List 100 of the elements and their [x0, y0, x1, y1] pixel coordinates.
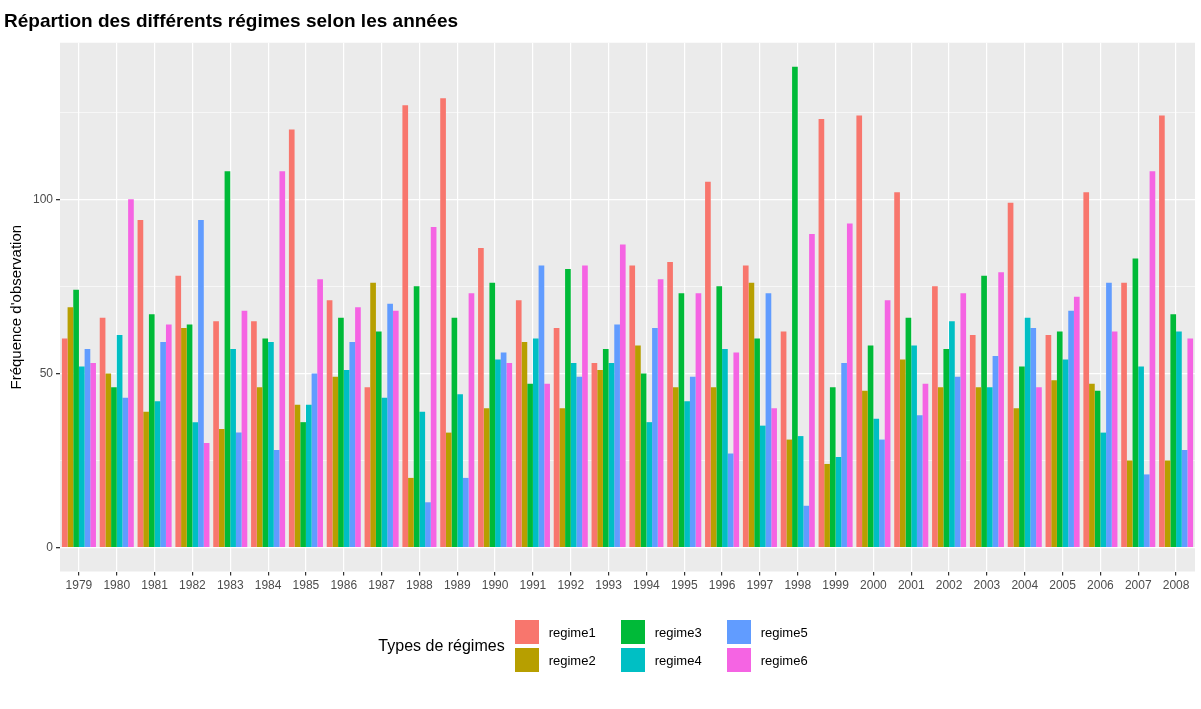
x-tick-label: 1984 [254, 578, 282, 593]
bar [148, 314, 155, 547]
bar [635, 345, 641, 547]
y-axis-title: Fréquence d'observation [7, 224, 25, 390]
bar [506, 362, 513, 547]
x-tick-label: 1981 [141, 578, 169, 593]
x-tick-label: 1980 [103, 578, 131, 593]
bar [862, 390, 868, 547]
bar [1138, 366, 1144, 547]
bar [317, 279, 323, 547]
bar [716, 286, 723, 547]
x-tick-label: 1989 [443, 578, 471, 593]
chart-title: Répartion des différents régimes selon les années [4, 9, 459, 31]
bar [375, 331, 382, 547]
x-tick-label: 1999 [822, 578, 850, 593]
x-tick-label: 2004 [1011, 578, 1039, 593]
bar [824, 463, 830, 547]
legend-label: regime5 [760, 624, 809, 640]
bar [1036, 387, 1042, 547]
bar [597, 369, 603, 547]
bar [705, 181, 711, 547]
bar [387, 303, 393, 547]
bar [262, 338, 269, 547]
bar [419, 411, 426, 547]
bar [614, 324, 620, 547]
bar [629, 265, 636, 547]
bar [1126, 460, 1133, 547]
bar [1121, 282, 1127, 547]
x-tick-label: 2007 [1124, 578, 1152, 593]
bar [879, 439, 885, 547]
bar [61, 338, 68, 547]
x-tick-label: 1998 [784, 578, 812, 593]
bar [370, 282, 376, 547]
bar [771, 408, 777, 547]
bar [445, 432, 452, 547]
bar [932, 286, 938, 547]
bar [128, 199, 134, 547]
legend-label: regime3 [654, 624, 703, 640]
bar [544, 383, 550, 547]
bar [652, 328, 658, 547]
bar [300, 422, 306, 547]
bar [198, 220, 204, 547]
bar [960, 293, 967, 547]
bar [489, 282, 496, 547]
bar [684, 401, 690, 547]
bar [943, 349, 950, 547]
bar [175, 275, 182, 547]
bar [355, 307, 361, 547]
bar [73, 289, 79, 547]
bar [515, 300, 522, 547]
x-tick-label: 1991 [519, 578, 547, 593]
x-tick-label: 1988 [406, 578, 434, 593]
legend-label: regime2 [548, 652, 597, 668]
bar [457, 394, 463, 547]
bar [722, 349, 728, 547]
bar [181, 328, 187, 547]
bar [218, 429, 225, 547]
bar [1143, 474, 1150, 547]
bar [1030, 328, 1037, 547]
bar [1170, 314, 1177, 547]
x-tick-label: 2008 [1162, 578, 1190, 593]
bar [527, 383, 533, 547]
bar [646, 422, 653, 547]
x-tick-label: 2001 [897, 578, 925, 593]
bar [1159, 115, 1165, 547]
bar [111, 387, 117, 547]
y-tick-label: 50 [39, 365, 54, 380]
bar [213, 321, 219, 547]
bar [559, 408, 566, 547]
bar [981, 275, 987, 547]
bar [105, 373, 112, 547]
bar [408, 477, 414, 547]
bar [1100, 432, 1107, 547]
y-tick-label: 0 [46, 539, 54, 554]
x-tick-label: 1982 [179, 578, 207, 593]
bar [392, 310, 399, 547]
x-tick-label: 2000 [860, 578, 888, 593]
x-tick-label: 1992 [557, 578, 585, 593]
bar [949, 321, 955, 547]
bar [425, 502, 431, 547]
bar [1083, 192, 1090, 547]
bar [733, 352, 740, 547]
bar [742, 265, 749, 547]
bar [565, 268, 571, 547]
bar [1089, 383, 1095, 547]
bar [288, 129, 295, 547]
x-tick-label: 2003 [973, 578, 1001, 593]
bar [251, 321, 257, 547]
x-tick-label: 2002 [935, 578, 963, 593]
bar [305, 404, 312, 547]
bar [582, 265, 588, 547]
bar [1073, 296, 1080, 547]
bar [78, 366, 85, 547]
bar [1056, 331, 1063, 547]
bar [846, 223, 853, 547]
bar [268, 342, 274, 547]
bar [90, 362, 96, 547]
bar [841, 362, 847, 547]
bar [235, 432, 242, 547]
bar [894, 192, 900, 547]
